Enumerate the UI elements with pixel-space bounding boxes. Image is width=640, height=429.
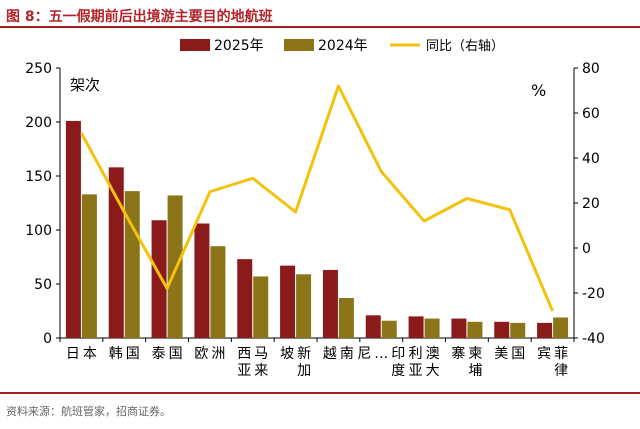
x-tick-label: 菲 xyxy=(554,346,568,362)
legend-label-2024: 2024年 xyxy=(318,38,368,54)
x-tick-label: 埔 xyxy=(468,363,482,379)
y2-tick-label: -20 xyxy=(582,286,605,302)
bar-2025 xyxy=(322,269,338,338)
y2-tick-label: 20 xyxy=(582,196,600,212)
bar-2024 xyxy=(81,194,97,338)
y2-tick-label: 40 xyxy=(582,151,600,167)
source-rule xyxy=(0,392,640,394)
x-tick-label: 律 xyxy=(554,363,568,379)
legend-label-yoy: 同比（右轴） xyxy=(426,39,504,54)
y-axis-label: 架次 xyxy=(70,76,100,94)
x-tick-label: 日 xyxy=(66,346,80,362)
bar-2025 xyxy=(108,167,124,338)
bar-2024 xyxy=(467,321,483,338)
x-tick-label: 洲 xyxy=(211,346,225,362)
x-tick-label: 宾 xyxy=(537,346,551,362)
bars xyxy=(65,120,569,338)
y-tick-label: 250 xyxy=(25,61,52,77)
y-tick-label: 100 xyxy=(25,223,52,239)
legend-swatch-2024 xyxy=(284,39,314,51)
y-tick-label: 50 xyxy=(34,277,52,293)
bar-2025 xyxy=(494,321,510,338)
x-tick-label: 南 xyxy=(340,346,354,362)
y2-tick-label: -40 xyxy=(582,331,605,347)
bar-2025 xyxy=(194,223,210,338)
x-tick-label: … xyxy=(374,346,388,362)
y2-tick-label: 60 xyxy=(582,106,600,122)
bar-2025 xyxy=(237,259,253,338)
x-tick-labels: 日本韩国泰国欧洲西亚马来坡 新加越南尼… 印度利亚澳大寨 柬埔美国宾菲律 xyxy=(66,345,568,379)
y-tick-label: 200 xyxy=(25,115,52,131)
x-tick-label: 西 xyxy=(237,346,251,362)
yoy-line xyxy=(80,84,554,312)
bar-2024 xyxy=(210,246,226,338)
x-tick-label: 泰 xyxy=(152,346,166,362)
figure-title: 图 8：五一假期前后出境游主要目的地航班 xyxy=(6,9,273,25)
x-tick-label: 寨 xyxy=(451,345,465,362)
bar-2024 xyxy=(296,274,312,338)
x-tick-label: 越 xyxy=(323,346,337,362)
bar-2024 xyxy=(381,320,397,338)
y-tick-label: 0 xyxy=(43,331,52,347)
x-tick-label: 坡 xyxy=(280,346,294,362)
y2-axis-label: % xyxy=(531,81,546,100)
bar-2025 xyxy=(537,322,553,338)
bar-2024 xyxy=(167,195,183,338)
legend-swatch-2025 xyxy=(180,39,210,51)
bar-2025 xyxy=(151,220,167,338)
x-tick-label: 国 xyxy=(511,346,525,362)
x-tick-label: 大 xyxy=(426,363,440,379)
x-tick-label: 来 xyxy=(254,363,268,379)
x-tick-label: 度 xyxy=(391,363,405,379)
bar-2024 xyxy=(424,318,440,338)
bar-2024 xyxy=(253,276,269,338)
bar-2025 xyxy=(451,318,467,338)
figure-source: 资料来源：航班管家，招商证券。 xyxy=(6,405,171,418)
x-tick-label: 亚 xyxy=(409,363,423,379)
legend: 2025年 2024年 同比（右轴） xyxy=(180,38,504,54)
x-tick-label: 马 xyxy=(254,346,268,362)
x-tick-label: 新 xyxy=(297,346,311,362)
bar-2025 xyxy=(365,315,381,338)
x-tick-label: 澳 xyxy=(426,346,440,362)
x-tick-label: 柬 xyxy=(468,346,482,362)
bar-2024 xyxy=(510,322,526,338)
title-rule xyxy=(0,26,640,28)
x-tick-label: 美 xyxy=(494,346,508,362)
y2-tick-label: 0 xyxy=(582,241,591,257)
x-tick-label: 国 xyxy=(169,346,183,362)
legend-label-2025: 2025年 xyxy=(214,38,264,54)
axes: 0 50 100 150 200 250 -40 -20 0 20 40 60 80 架次% xyxy=(25,61,605,347)
x-tick-label: 亚 xyxy=(237,363,251,379)
x-tick-label: 韩 xyxy=(109,346,123,362)
bar-2025 xyxy=(280,265,296,338)
bar-2025 xyxy=(65,120,81,338)
bar-2025 xyxy=(408,316,424,338)
x-tick-label: 尼 xyxy=(357,346,371,362)
x-tick-label: 印 xyxy=(391,346,405,362)
x-tick-label: 利 xyxy=(409,346,423,362)
x-tick-label: 本 xyxy=(83,346,97,362)
y-tick-label: 150 xyxy=(25,169,52,185)
bar-2024 xyxy=(553,317,569,338)
yoy-line-path xyxy=(80,84,554,312)
x-tick-label: 加 xyxy=(297,363,311,379)
bar-2024 xyxy=(338,298,354,338)
x-tick-label: 国 xyxy=(126,346,140,362)
bar-2024 xyxy=(124,191,140,338)
x-tick-label: 欧 xyxy=(194,346,208,362)
y2-tick-label: 80 xyxy=(582,61,600,77)
